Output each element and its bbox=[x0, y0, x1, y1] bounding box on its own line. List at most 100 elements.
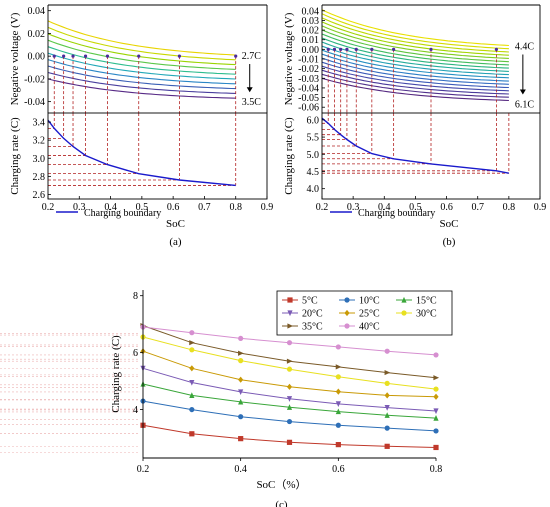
data-point bbox=[335, 374, 341, 380]
legend-label: 15°C bbox=[416, 296, 437, 307]
x-tick-label: 0.8 bbox=[229, 202, 242, 213]
crossing-point bbox=[137, 54, 141, 58]
y-tick-label: -0.02 bbox=[298, 64, 319, 75]
crossing-point bbox=[354, 47, 358, 51]
y-tick-label: 0.02 bbox=[302, 26, 320, 37]
voltage-curve bbox=[321, 37, 509, 69]
y-tick-label: -0.04 bbox=[298, 83, 319, 94]
y-axis-label: Charging rate (C) bbox=[110, 335, 122, 413]
legend-label: 35°C bbox=[302, 322, 323, 333]
legend-box bbox=[276, 290, 453, 336]
data-point bbox=[384, 425, 390, 431]
arrow-head bbox=[519, 89, 526, 95]
voltage-curve bbox=[321, 65, 509, 92]
x-tick-label: 0.7 bbox=[471, 202, 484, 213]
data-point bbox=[286, 404, 293, 410]
voltage-curve bbox=[321, 69, 509, 95]
voltage-curve bbox=[47, 71, 236, 94]
data-point bbox=[384, 392, 390, 399]
data-point bbox=[189, 406, 195, 413]
b-top-panel: 0.040.030.020.010.00-0.01-0.02-0.03-0.04… bbox=[283, 4, 541, 114]
voltage-curve bbox=[321, 61, 509, 89]
data-point bbox=[384, 380, 390, 386]
crossing-point bbox=[83, 54, 88, 58]
data-point bbox=[335, 408, 341, 415]
data-point bbox=[286, 358, 293, 364]
boundary-curve bbox=[321, 117, 510, 174]
y-tick-label: 2.8 bbox=[33, 172, 46, 183]
data-point bbox=[344, 297, 350, 303]
crossing-point bbox=[392, 47, 396, 51]
data-point bbox=[384, 405, 390, 411]
y-tick-label: 0.00 bbox=[302, 45, 320, 56]
panel-label: (a) bbox=[169, 236, 182, 248]
x-tick-label: 0.7 bbox=[198, 202, 211, 213]
y-tick-label: 2.6 bbox=[33, 190, 46, 201]
data-point bbox=[433, 375, 440, 381]
y-tick-label: 3.2 bbox=[33, 136, 46, 147]
series-line bbox=[142, 350, 437, 398]
voltage-curve bbox=[321, 77, 509, 102]
y-tick-label: -0.02 bbox=[24, 74, 45, 85]
voltage-curve bbox=[47, 20, 236, 56]
data-point bbox=[238, 398, 244, 405]
y-tick-label: 4 bbox=[133, 405, 138, 416]
data-point bbox=[433, 415, 439, 421]
y-tick-label: 0.03 bbox=[302, 16, 320, 27]
panel-label: (b) bbox=[443, 236, 456, 248]
data-point bbox=[189, 431, 195, 437]
crossing-point bbox=[345, 47, 349, 51]
data-point bbox=[238, 350, 244, 356]
data-point bbox=[238, 376, 244, 383]
data-point bbox=[189, 365, 195, 372]
x-tick-label: 0.2 bbox=[316, 202, 329, 213]
legend-label: Charging boundary bbox=[84, 208, 161, 219]
data-point bbox=[287, 297, 293, 303]
voltage-curve bbox=[321, 9, 509, 47]
annotation-bottom: 6.1C bbox=[515, 99, 535, 110]
data-point bbox=[238, 414, 244, 420]
voltage-curve bbox=[47, 46, 236, 75]
voltage-curve bbox=[47, 59, 236, 85]
voltage-curve bbox=[47, 26, 236, 61]
y-tick-label: 0.01 bbox=[302, 35, 320, 46]
data-point bbox=[286, 366, 293, 372]
voltage-curve bbox=[321, 17, 509, 53]
data-point bbox=[238, 436, 244, 442]
a-bottom-panel: 3.4 3.2 3.0 2.8 2.60.2 0.3 0.4 0.5 0.6 0.7 0.8 0.9 C… bbox=[9, 112, 273, 248]
data-point bbox=[384, 348, 390, 354]
y-axis-label: Charging rate (C) bbox=[9, 117, 21, 195]
voltage-curve bbox=[321, 21, 509, 56]
voltage-curve bbox=[47, 33, 236, 66]
crossing-point bbox=[429, 47, 433, 51]
y-tick-label: 3.0 bbox=[33, 154, 46, 165]
data-point bbox=[335, 422, 341, 428]
voltage-curve bbox=[321, 33, 509, 66]
annotation-top: 4.4C bbox=[515, 42, 535, 53]
data-point bbox=[433, 444, 439, 451]
x-tick-label: 0.3 bbox=[73, 202, 86, 213]
voltage-curve bbox=[47, 52, 236, 80]
legend-label: 5°C bbox=[302, 296, 318, 307]
data-point bbox=[238, 389, 244, 396]
y-tick-label: 5.0 bbox=[307, 150, 320, 161]
crossing-point bbox=[332, 47, 337, 51]
data-point bbox=[238, 358, 244, 364]
data-point bbox=[384, 369, 391, 376]
data-point bbox=[238, 335, 244, 342]
voltage-curve bbox=[47, 39, 236, 70]
boundary-curve bbox=[47, 119, 236, 187]
crossing-point bbox=[326, 47, 330, 51]
voltage-curve bbox=[321, 73, 509, 98]
x-axis-label: SoC bbox=[440, 218, 459, 230]
crossing-point bbox=[494, 47, 498, 51]
y-tick-label: 4.0 bbox=[307, 184, 320, 195]
data-point bbox=[384, 412, 390, 418]
data-point bbox=[286, 383, 293, 390]
y-tick-label: 0.04 bbox=[302, 6, 320, 17]
voltage-curve bbox=[47, 78, 236, 99]
data-point bbox=[433, 352, 439, 358]
data-point bbox=[189, 340, 195, 346]
y-tick-label: 3.4 bbox=[33, 118, 46, 129]
